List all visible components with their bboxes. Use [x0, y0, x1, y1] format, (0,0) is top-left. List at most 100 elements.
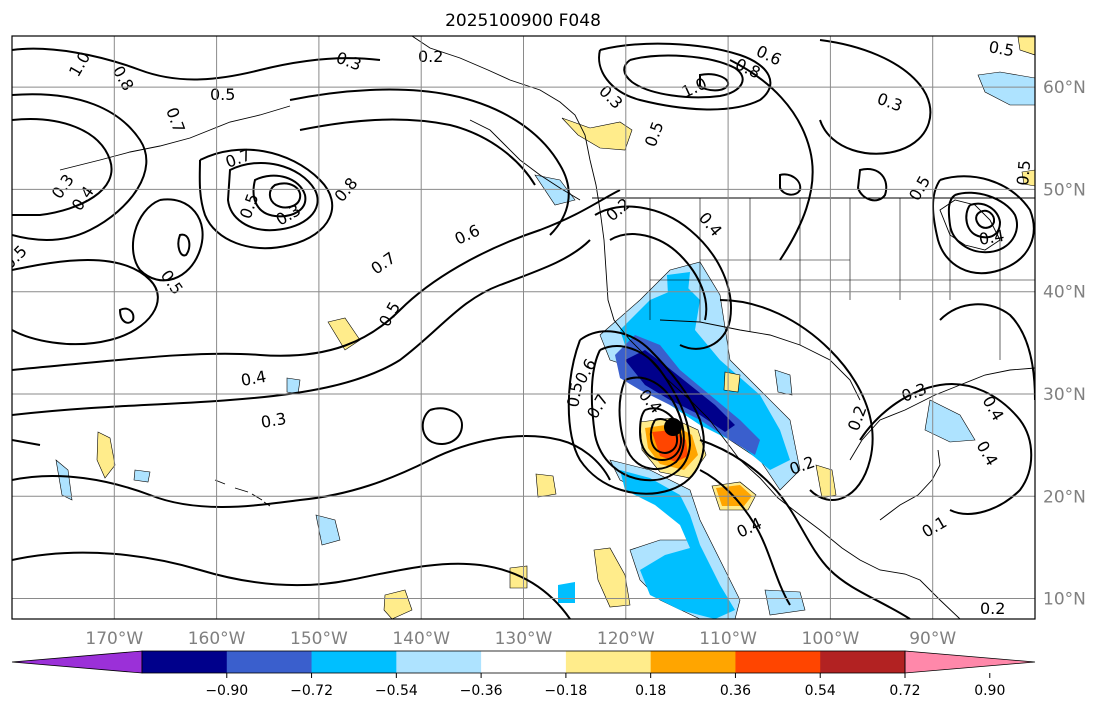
- contour-line: [859, 383, 1033, 515]
- latitude-tick-label: 20°N: [1043, 487, 1086, 507]
- colorbar-segment: [735, 651, 821, 673]
- contour-label: 0.5: [987, 37, 1015, 60]
- contour-line: [567, 330, 705, 495]
- colorbar-tick-label: 0.18: [635, 683, 666, 699]
- colorbar-segment: [820, 651, 906, 673]
- contour-line: [779, 173, 802, 196]
- pos-shade-region: [509, 565, 528, 589]
- colorbar-tick-label: −0.72: [290, 683, 333, 699]
- pos-shade-region: [1021, 169, 1035, 187]
- contour-label: 0.5: [563, 380, 586, 408]
- contour-label: 0.4: [239, 367, 267, 390]
- contour-line: [299, 118, 536, 186]
- colorbar-segment: [481, 651, 567, 673]
- hawaii-islands: [214, 479, 271, 507]
- longitude-tick-label: 100°W: [802, 629, 860, 649]
- longitude-tick-label: 150°W: [290, 629, 348, 649]
- contour-label: 0.2: [980, 599, 1005, 618]
- longitude-tick-label: 140°W: [392, 629, 450, 649]
- colorbar-extend-high: [904, 650, 1036, 674]
- contour-line: [623, 54, 744, 99]
- colorbar-tick-label: −0.90: [205, 683, 248, 699]
- latitude-tick-label: 60°N: [1043, 78, 1086, 98]
- pos-shade-region: [815, 464, 837, 499]
- contour-line: [12, 47, 381, 81]
- contour-label: 0.4: [977, 226, 1005, 249]
- contour-line: [12, 439, 41, 446]
- contour-line: [12, 239, 591, 416]
- colorbar-segment: [396, 651, 482, 673]
- contour-label: 0.3: [259, 409, 287, 432]
- latitude-tick-label: 30°N: [1043, 385, 1086, 405]
- contour-line: [421, 407, 464, 445]
- latitude-tick-label: 50°N: [1043, 180, 1086, 200]
- pos-shade-region: [535, 473, 557, 498]
- map-frame: [11, 35, 1036, 620]
- contour-label: 0.5: [1013, 159, 1034, 186]
- contour-line: [289, 88, 570, 236]
- pos-shade-region: [383, 589, 413, 619]
- map-area: 1.0 0.8 0.7 0.5 0.3 0.2 0.3 0.6 0.8 1.0 …: [11, 35, 1036, 620]
- neg-shade-region: [133, 469, 151, 483]
- aleutian-islands: [59, 105, 291, 171]
- contour-line: [856, 168, 888, 202]
- contour-line: [699, 439, 911, 619]
- contour-line: [12, 551, 571, 619]
- north-america-coastline: [411, 36, 961, 619]
- colorbar-tick-label: −0.36: [460, 683, 503, 699]
- colorbar-segment: [311, 651, 397, 673]
- contour-label: 0.5: [210, 85, 235, 104]
- colorbar-segment: [650, 651, 736, 673]
- contour-line: [965, 202, 1002, 239]
- contour-line: [12, 93, 148, 241]
- longitude-tick-label: 170°W: [85, 629, 143, 649]
- national-border: [659, 319, 861, 401]
- colorbar-outline: [141, 650, 906, 674]
- gulf-coastline: [879, 449, 941, 521]
- contour-line: [975, 209, 996, 229]
- colorbar-tick-labels: −0.90 −0.72 −0.54 −0.36 −0.18 0.18 0.36 0.54 0.7…: [205, 673, 1005, 699]
- storm-center-marker: [664, 418, 682, 436]
- contour-line: [609, 233, 708, 321]
- contour-line: [12, 189, 621, 371]
- longitude-tick-label: 130°W: [495, 629, 553, 649]
- longitude-tick-label: 90°W: [909, 629, 956, 649]
- map-title: 2025100900 F048: [445, 11, 601, 31]
- contour-line: [729, 59, 814, 261]
- contour-line: [12, 118, 113, 216]
- neg-shade-region: [55, 459, 73, 501]
- contour-line: [594, 205, 732, 350]
- contour-label: 0.2: [418, 47, 443, 66]
- colorbar-extend-low: [11, 650, 143, 674]
- latitude-tick-label: 40°N: [1043, 283, 1086, 303]
- contour-line: [932, 175, 1035, 275]
- neg-shade-region: [558, 582, 575, 603]
- neg-shade-region: [977, 71, 1035, 106]
- neg-shade-region: [924, 399, 976, 443]
- alaska-coast: [469, 119, 581, 201]
- contour-line: [252, 174, 307, 218]
- contour-line: [699, 469, 791, 606]
- longitude-tick-label: 120°W: [597, 629, 655, 649]
- contour-line: [939, 303, 1035, 401]
- contour-line: [118, 307, 135, 324]
- contour-line: [198, 148, 334, 250]
- colorbar-tick-label: 0.36: [720, 683, 751, 699]
- neg-shade-region: [667, 272, 690, 295]
- colorbar-segment: [142, 651, 228, 673]
- colorbar: −0.90 −0.72 −0.54 −0.36 −0.18 0.18 0.36 0.54 0.7…: [11, 650, 1036, 699]
- neg-shade-region: [774, 369, 793, 396]
- contour-line: [131, 198, 204, 282]
- pos-shade-region: [652, 430, 688, 462]
- colorbar-tick-label: 0.54: [805, 683, 836, 699]
- neg-shade-region: [620, 285, 790, 470]
- graticule: [12, 36, 1035, 619]
- colorbar-segment: [226, 651, 313, 673]
- latitude-tick-labels: 60°N 50°N 40°N 30°N 20°N 10°N: [1043, 78, 1086, 609]
- colorbar-tick-label: 0.90: [974, 683, 1005, 699]
- contour-line: [268, 182, 302, 209]
- neg-shade-region: [764, 589, 806, 616]
- contour-lines: [12, 39, 1035, 619]
- longitude-tick-labels: 170°W 160°W 150°W 140°W 130°W 120°W 110°W 100°W…: [85, 629, 956, 649]
